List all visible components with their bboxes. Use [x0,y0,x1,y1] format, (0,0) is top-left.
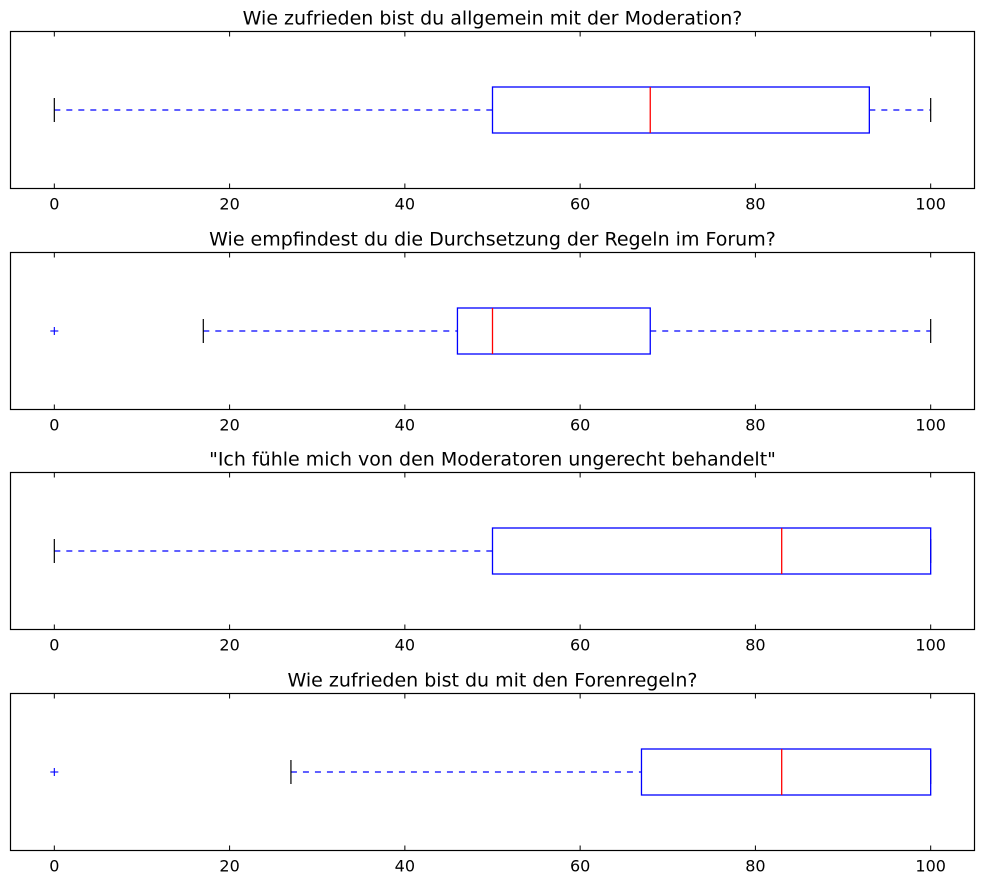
x-tick-label: 0 [49,195,59,214]
x-tick-label: 80 [745,416,765,435]
x-tick-label: 20 [219,857,239,876]
x-tick-label: 80 [745,857,765,876]
outlier-marker [50,327,59,335]
x-tick-label: 60 [570,857,590,876]
outlier-marker [50,768,59,776]
x-tick-label: 80 [745,195,765,214]
chart-title: Wie empfindest du die Durchsetzung der R… [209,229,776,251]
axes-frame [9,30,976,190]
x-tick-label: 60 [570,195,590,214]
box [456,307,651,355]
chart-panel-3: "Ich fühle mich von den Moderatoren unge… [9,449,976,655]
x-tick-label: 40 [395,636,415,655]
x-tick-label: 80 [745,636,765,655]
chart-title: Wie zufrieden bist du mit den Forenregel… [288,670,698,692]
x-tick-label: 40 [395,195,415,214]
box [491,86,870,134]
chart-title: Wie zufrieden bist du allgemein mit der … [243,8,743,30]
x-tick-label: 100 [915,416,946,435]
axes-frame [9,471,976,631]
x-tick-label: 20 [219,195,239,214]
chart-panel-4: Wie zufrieden bist du mit den Forenregel… [9,670,976,876]
axes-frame [9,692,976,852]
chart-title: "Ich fühle mich von den Moderatoren unge… [209,449,776,471]
x-tick-label: 100 [915,195,946,214]
chart-panel-2: Wie empfindest du die Durchsetzung der R… [9,229,976,435]
x-tick-label: 0 [49,857,59,876]
box [491,527,932,575]
x-tick-label: 0 [49,416,59,435]
x-tick-label: 40 [395,857,415,876]
axes-frame [9,251,976,411]
x-tick-label: 100 [915,636,946,655]
x-tick-label: 0 [49,636,59,655]
x-tick-label: 100 [915,857,946,876]
x-tick-label: 40 [395,416,415,435]
x-tick-label: 60 [570,636,590,655]
chart-panel-1: Wie zufrieden bist du allgemein mit der … [9,8,976,214]
box [640,748,932,796]
x-tick-label: 20 [219,416,239,435]
x-tick-label: 20 [219,636,239,655]
x-tick-label: 60 [570,416,590,435]
